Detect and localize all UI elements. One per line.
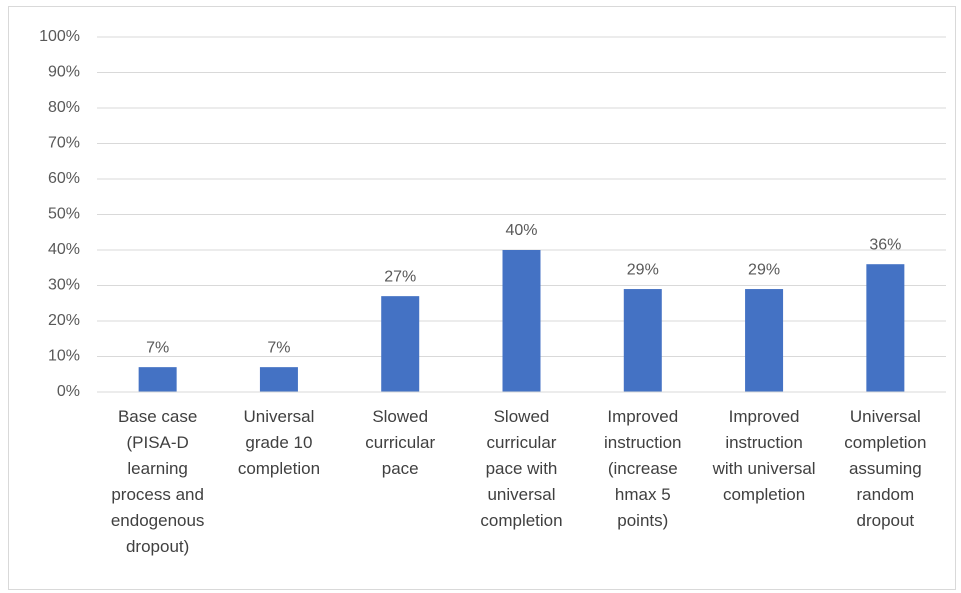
value-label: 29% (748, 261, 780, 278)
bar (745, 289, 784, 392)
y-tick-label: 90% (48, 64, 80, 81)
y-tick-label: 0% (57, 383, 80, 400)
bar (138, 367, 177, 392)
y-tick-label: 70% (48, 135, 80, 152)
bar (866, 264, 905, 392)
x-tick-label: Base case (PISA-D learning process and e… (110, 407, 205, 556)
y-tick-label: 40% (48, 241, 80, 258)
y-tick-label: 60% (48, 170, 80, 187)
chart-border (8, 6, 956, 590)
value-label: 7% (146, 339, 169, 356)
x-tick-label: Slowed curricular pace (365, 407, 436, 478)
y-tick-label: 10% (48, 348, 80, 365)
y-tick-label: 30% (48, 277, 80, 294)
bar (381, 296, 420, 392)
y-tick-label: 100% (39, 28, 80, 45)
x-tick-label: Improved instruction (increase hmax 5 po… (604, 407, 682, 530)
y-tick-label: 20% (48, 312, 80, 329)
value-label: 7% (267, 339, 290, 356)
value-label: 36% (869, 236, 901, 253)
y-tick-label: 80% (48, 99, 80, 116)
x-tick-label: Universal completion assuming random dro… (844, 407, 927, 530)
value-label: 40% (505, 222, 537, 239)
bar (259, 367, 298, 392)
value-label: 27% (384, 268, 416, 285)
bar (623, 289, 662, 392)
bar (502, 250, 541, 392)
x-tick-label: Universal grade 10 completion (237, 407, 321, 478)
x-tick-label: Improved instruction with universal comp… (712, 407, 816, 504)
value-label: 29% (627, 261, 659, 278)
x-tick-label: Slowed curricular pace with universal co… (480, 407, 563, 530)
y-tick-label: 50% (48, 206, 80, 223)
